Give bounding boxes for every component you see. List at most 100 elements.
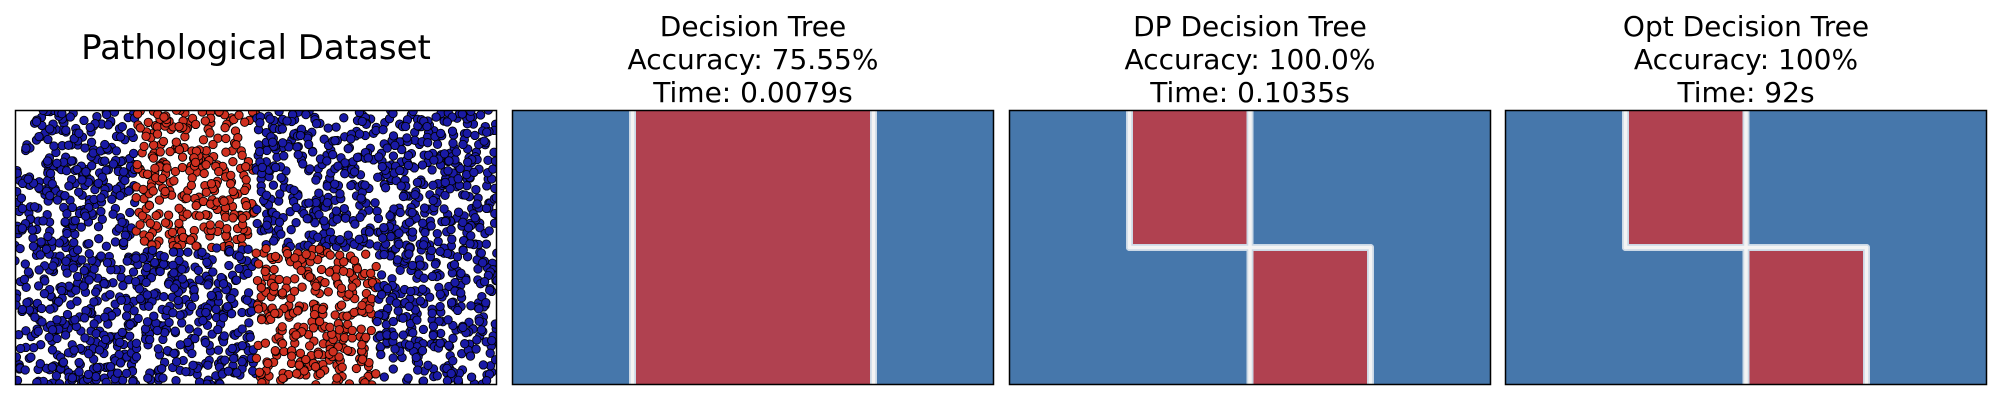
scatter-point bbox=[339, 203, 349, 214]
scatter-point bbox=[328, 150, 338, 160]
scatter-point bbox=[194, 275, 204, 285]
scatter-point bbox=[481, 203, 492, 214]
scatter-point bbox=[157, 364, 167, 374]
scatter-point bbox=[117, 217, 127, 227]
scatter-point bbox=[338, 266, 349, 276]
class1-region bbox=[632, 110, 874, 385]
scatter-point bbox=[135, 220, 145, 230]
scatter-point bbox=[489, 218, 497, 228]
scatter-point bbox=[160, 186, 170, 197]
class0-region bbox=[1250, 110, 1371, 248]
scatter-point bbox=[22, 298, 32, 308]
scatter-point bbox=[390, 344, 400, 354]
class0-region bbox=[512, 110, 633, 385]
scatter-point bbox=[76, 222, 86, 232]
axes-frame bbox=[1504, 109, 1988, 386]
scatter-point bbox=[214, 166, 224, 177]
scatter-point bbox=[489, 147, 497, 157]
scatter-point bbox=[407, 207, 417, 218]
scatter-point bbox=[60, 190, 70, 201]
scatter-point bbox=[435, 301, 445, 312]
scatter-point bbox=[357, 116, 367, 127]
scatter-point bbox=[423, 138, 433, 148]
scatter-point bbox=[324, 267, 335, 277]
scatter-point bbox=[255, 118, 265, 128]
scatter-point bbox=[80, 211, 91, 221]
scatter-point bbox=[174, 203, 184, 213]
scatter-point bbox=[379, 372, 389, 382]
scatter-point bbox=[415, 296, 426, 306]
scatter-point bbox=[223, 366, 234, 376]
scatter-point bbox=[349, 307, 359, 318]
scatter-point bbox=[225, 179, 236, 189]
scatter-point bbox=[42, 156, 53, 166]
scatter-point bbox=[462, 128, 472, 139]
scatter-point bbox=[426, 221, 436, 231]
scatter-point bbox=[110, 237, 121, 247]
scatter-point bbox=[208, 267, 218, 277]
scatter-point bbox=[242, 295, 252, 305]
scatter-point bbox=[388, 364, 398, 374]
scatter-point bbox=[130, 276, 141, 287]
scatter-point bbox=[182, 209, 192, 219]
scatter-point bbox=[101, 165, 111, 175]
scatter-point bbox=[435, 338, 445, 348]
scatter-point bbox=[100, 334, 111, 345]
scatter-point bbox=[35, 359, 45, 369]
scatter-point bbox=[423, 360, 433, 370]
scatter-point bbox=[282, 116, 292, 126]
scatter-point bbox=[257, 162, 267, 173]
scatter-point bbox=[439, 204, 449, 214]
scatter-point bbox=[322, 181, 332, 191]
scatter-point bbox=[143, 117, 153, 128]
scatter-point bbox=[274, 274, 284, 285]
scatter-point bbox=[287, 351, 297, 361]
scatter-point bbox=[364, 227, 375, 237]
scatter-point bbox=[52, 158, 62, 168]
panel-content bbox=[512, 110, 994, 385]
scatter-point bbox=[351, 363, 362, 374]
scatter-point bbox=[77, 175, 87, 185]
scatter-point bbox=[222, 301, 233, 312]
scatter-point bbox=[453, 305, 463, 316]
scatter-point bbox=[237, 213, 248, 223]
scatter-point bbox=[187, 301, 197, 312]
scatter-point bbox=[251, 353, 262, 363]
scatter-point bbox=[53, 297, 64, 307]
scatter-point bbox=[443, 166, 453, 176]
scatter-point bbox=[96, 193, 106, 203]
scatter-point bbox=[159, 252, 169, 262]
scatter-point bbox=[240, 117, 250, 127]
scatter-point bbox=[402, 133, 412, 143]
scatter-point bbox=[137, 211, 148, 221]
scatter-point bbox=[466, 110, 476, 116]
scatter-point bbox=[100, 312, 110, 322]
scatter-point bbox=[61, 125, 71, 135]
scatter-point bbox=[173, 295, 183, 306]
scatter-point bbox=[427, 308, 437, 318]
scatter-point bbox=[482, 127, 492, 137]
scatter-point bbox=[466, 372, 477, 382]
scatter-point bbox=[89, 264, 99, 274]
scatter-point bbox=[371, 369, 381, 379]
scatter-point bbox=[377, 162, 387, 172]
class0-region bbox=[1625, 247, 1746, 385]
scatter-point bbox=[201, 160, 211, 170]
scatter-point bbox=[30, 312, 40, 322]
scatter-point bbox=[144, 200, 155, 211]
scatter-point bbox=[51, 371, 62, 381]
scatter-point bbox=[57, 110, 67, 119]
scatter-point bbox=[72, 164, 82, 175]
scatter-point bbox=[107, 194, 117, 204]
scatter-point bbox=[376, 290, 387, 300]
scatter-point bbox=[158, 373, 168, 383]
scatter-point bbox=[352, 264, 363, 274]
scatter-point bbox=[270, 308, 280, 319]
scatter-point bbox=[290, 274, 300, 284]
scatter-point bbox=[305, 164, 315, 174]
scatter-point bbox=[398, 313, 408, 323]
scatter-point bbox=[446, 224, 456, 235]
scatter-point bbox=[319, 216, 329, 226]
scatter-point bbox=[93, 222, 104, 232]
scatter-point bbox=[267, 137, 278, 147]
